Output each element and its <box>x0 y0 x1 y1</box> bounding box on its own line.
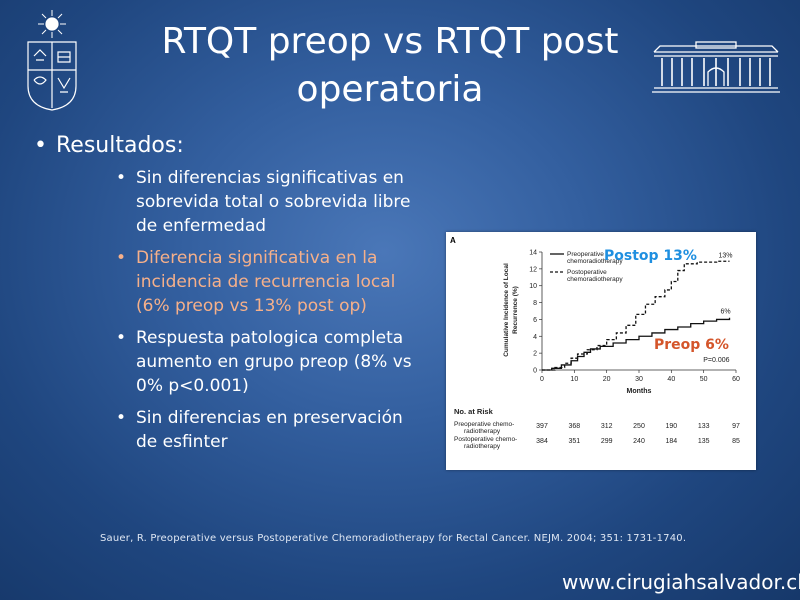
at-risk-value: 312 <box>601 423 613 430</box>
chart-series: 6% 13% P=0.006 <box>542 252 733 371</box>
title-line-1: RTQT preop vs RTQT post <box>161 21 619 62</box>
x-tick-label: 0 <box>540 376 544 383</box>
at-risk-value: 240 <box>633 438 645 445</box>
x-tick-label: 30 <box>635 376 643 383</box>
at-risk-value: 85 <box>732 438 740 445</box>
at-risk-value: 184 <box>665 438 677 445</box>
chart-axes: 0 10 20 30 40 50 60 0 2 4 6 8 10 12 14 Months Cumulative… <box>503 250 740 396</box>
sub-bullet-2-highlighted: Diferencia significativa en la incidenci… <box>112 246 412 318</box>
sub-bullet-3: Respuesta patologica completa aumento en… <box>112 326 412 398</box>
y-tick-label: 12 <box>529 266 537 273</box>
sub-bullet-4: Sin diferencias en preservación de esfin… <box>112 406 412 454</box>
at-risk-row-label-line-2: radiotherapy <box>464 428 501 435</box>
at-risk-value: 299 <box>601 438 613 445</box>
at-risk-value: 133 <box>698 423 710 430</box>
at-risk-value: 97 <box>732 423 740 430</box>
slide-title: RTQT preop vs RTQT post operatoria <box>130 18 650 114</box>
at-risk-value: 397 <box>536 423 548 430</box>
at-risk-value: 135 <box>698 438 710 445</box>
sub-bullet-1: Sin diferencias significativas en sobrev… <box>112 166 412 238</box>
main-bullet-text: Resultados: <box>56 133 184 158</box>
p-value-label: P=0.006 <box>703 357 729 364</box>
bullet-dot: • <box>34 133 47 158</box>
university-crest-logo <box>27 10 77 111</box>
legend-label-line-2: chemoradiotherapy <box>567 258 623 265</box>
chart-legend: PreoperativechemoradiotherapyPostoperati… <box>550 251 623 283</box>
at-risk-value: 384 <box>536 438 548 445</box>
title-line-2: operatoria <box>296 69 484 110</box>
website-url[interactable]: www.cirugiahsalvador.cl <box>562 570 800 594</box>
at-risk-row-label-line-1: Postoperative chemo- <box>454 436 517 443</box>
x-tick-label: 50 <box>700 376 708 383</box>
y-axis-title-line-1: Cumulative Incidence of Local <box>503 263 510 357</box>
x-tick-label: 10 <box>570 376 578 383</box>
sub-bullet-list: Sin diferencias significativas en sobrev… <box>112 166 412 462</box>
at-risk-row-label-line-2: radiotherapy <box>464 443 501 450</box>
panel-label: A <box>450 236 456 245</box>
x-axis-title: Months <box>627 388 652 395</box>
x-tick-label: 20 <box>603 376 611 383</box>
main-bullet: • Resultados: <box>34 133 184 158</box>
y-tick-label: 6 <box>533 317 537 324</box>
citation: Sauer, R. Preoperative versus Postoperat… <box>100 533 687 544</box>
at-risk-value: 351 <box>568 438 580 445</box>
y-tick-label: 2 <box>533 351 537 358</box>
y-tick-label: 10 <box>529 283 537 290</box>
hospital-building-logo <box>652 41 780 93</box>
at-risk-row-label-line-1: Preoperative chemo- <box>454 421 514 428</box>
at-risk-value: 368 <box>568 423 580 430</box>
x-tick-label: 60 <box>732 376 740 383</box>
y-axis-title-line-2: Recurrence (%) <box>512 286 519 334</box>
y-tick-label: 4 <box>533 334 537 341</box>
x-tick-label: 40 <box>667 376 675 383</box>
legend-label-line-2: chemoradiotherapy <box>567 276 623 283</box>
legend-label-line-1: Preoperative <box>567 251 604 258</box>
y-tick-label: 8 <box>533 300 537 307</box>
y-tick-label: 0 <box>533 368 537 375</box>
y-tick-label: 14 <box>529 250 537 257</box>
annotation-postop: Postop 13% <box>604 248 697 264</box>
at-risk-value: 190 <box>665 423 677 430</box>
at-risk-header: No. at Risk <box>454 407 494 416</box>
legend-label-line-1: Postoperative <box>567 269 607 276</box>
recurrence-chart: A 0 10 20 30 40 50 60 0 2 4 6 8 10 12 14 Months Cumulati… <box>450 236 740 450</box>
annotation-preop: Preop 6% <box>654 337 729 353</box>
series-end-label: 13% <box>719 252 733 259</box>
series-line-postoperative <box>542 260 730 371</box>
series-end-label: 6% <box>720 309 730 316</box>
at-risk-value: 250 <box>633 423 645 430</box>
kaplan-meier-figure: A 0 10 20 30 40 50 60 0 2 4 6 8 10 12 14 Months Cumulati… <box>446 232 756 470</box>
at-risk-table: No. at Risk Preoperative chemo-radiothera… <box>454 407 740 450</box>
